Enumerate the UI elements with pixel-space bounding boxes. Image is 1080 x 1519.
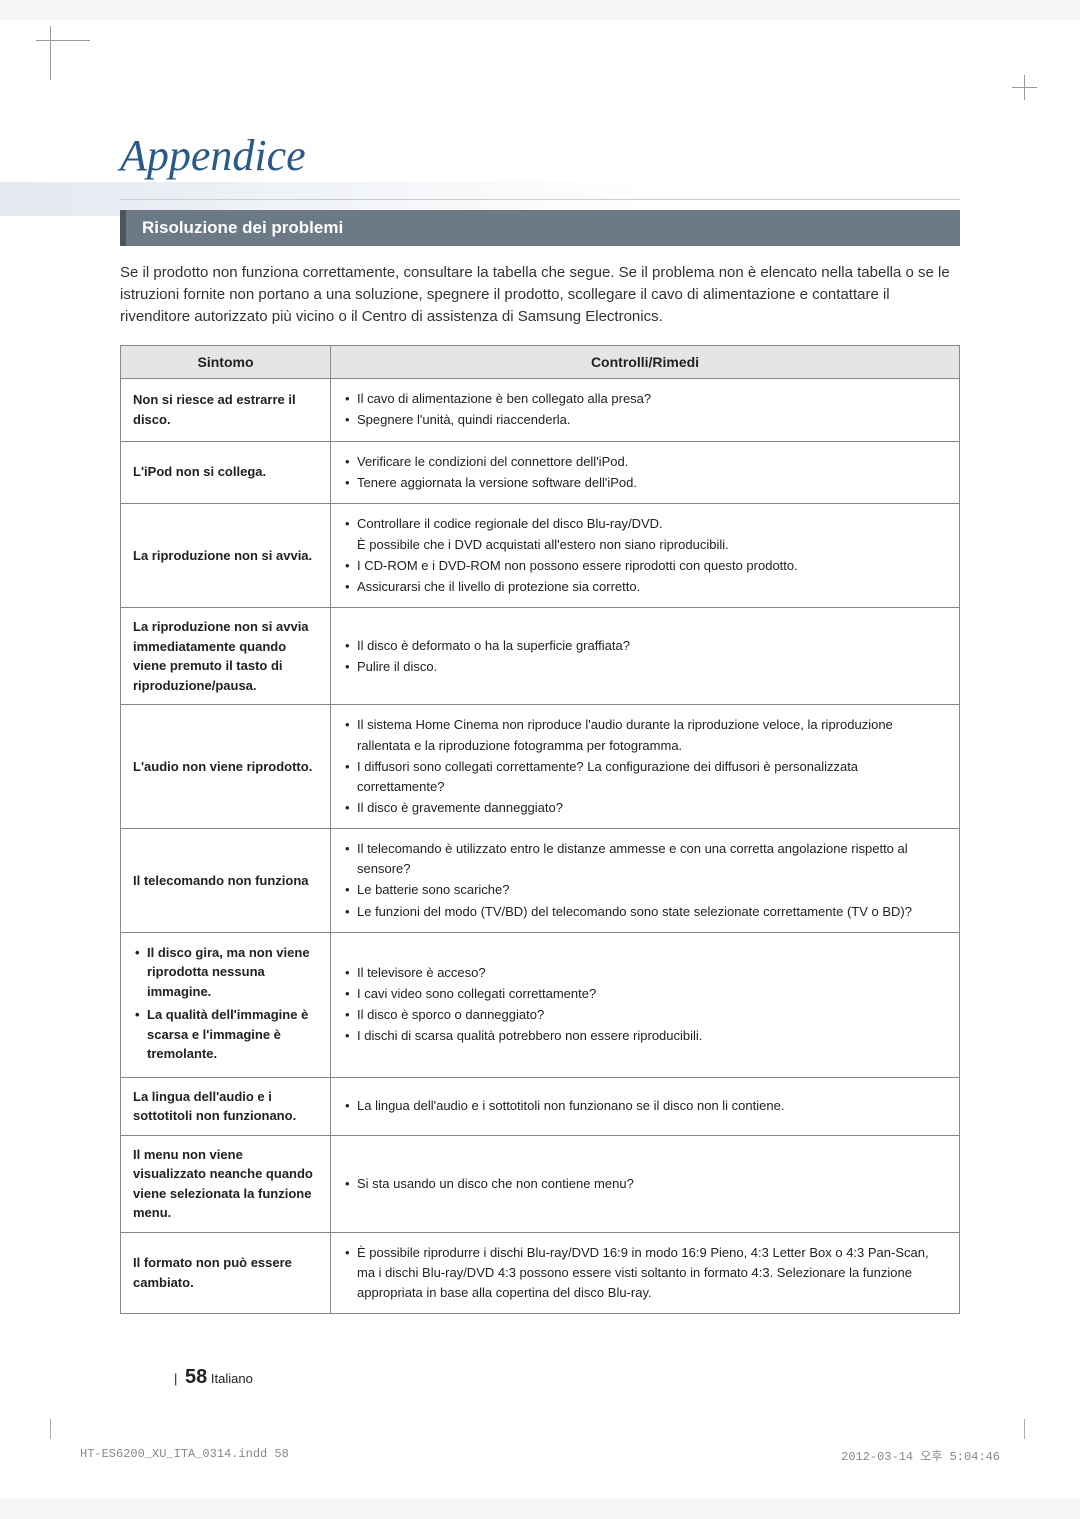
page: Appendice Risoluzione dei problemi Se il… xyxy=(0,20,1080,1499)
crop-mark xyxy=(50,40,90,80)
remedy-item: Il sistema Home Cinema non riproduce l'a… xyxy=(343,715,947,755)
remedy-cell: Verificare le condizioni del connettore … xyxy=(331,441,960,503)
remedy-item: Spegnere l'unità, quindi riaccenderla. xyxy=(343,410,947,430)
remedy-item: Le funzioni del modo (TV/BD) del telecom… xyxy=(343,902,947,922)
remedy-cell: La lingua dell'audio e i sottotitoli non… xyxy=(331,1077,960,1135)
remedy-item: Il cavo di alimentazione è ben collegato… xyxy=(343,389,947,409)
remedy-item: La lingua dell'audio e i sottotitoli non… xyxy=(343,1096,947,1116)
table-row: L'iPod non si collega. Verificare le cond… xyxy=(121,441,960,503)
troubleshooting-table: Sintomo Controlli/Rimedi Non si riesce a… xyxy=(120,345,960,1314)
table-row: La riproduzione non si avvia. Controllare… xyxy=(121,503,960,608)
remedy-item: È possibile che i DVD acquistati all'est… xyxy=(343,535,947,555)
remedy-item: I CD-ROM e i DVD-ROM non possono essere … xyxy=(343,556,947,576)
symptom-cell: La riproduzione non si avvia immediatame… xyxy=(121,608,331,705)
table-row: Non si riesce ad estrarre il disco. Il ca… xyxy=(121,379,960,441)
remedy-cell: Il sistema Home Cinema non riproduce l'a… xyxy=(331,705,960,829)
remedy-item: Il televisore è acceso? xyxy=(343,963,947,983)
remedy-item: I diffusori sono collegati correttamente… xyxy=(343,757,947,797)
remedy-item: Il disco è sporco o danneggiato? xyxy=(343,1005,947,1025)
header-symptom: Sintomo xyxy=(121,346,331,379)
remedy-cell: Il cavo di alimentazione è ben collegato… xyxy=(331,379,960,441)
symptom-cell: Non si riesce ad estrarre il disco. xyxy=(121,379,331,441)
footer-sep: | xyxy=(174,1371,177,1386)
remedy-item: Il disco è gravemente danneggiato? xyxy=(343,798,947,818)
table-row: Il telecomando non funziona Il telecomand… xyxy=(121,829,960,933)
symptom-cell: La riproduzione non si avvia. xyxy=(121,503,331,608)
page-title: Appendice xyxy=(120,130,960,181)
remedy-item: Si sta usando un disco che non contiene … xyxy=(343,1174,947,1194)
header-remedy: Controlli/Rimedi xyxy=(331,346,960,379)
table-header-row: Sintomo Controlli/Rimedi xyxy=(121,346,960,379)
symptom-cell: La lingua dell'audio e i sottotitoli non… xyxy=(121,1077,331,1135)
table-row: La riproduzione non si avvia immediatame… xyxy=(121,608,960,705)
footer-lang: Italiano xyxy=(211,1371,253,1386)
symptom-cell: Il telecomando non funziona xyxy=(121,829,331,933)
symptom-cell: L'audio non viene riprodotto. xyxy=(121,705,331,829)
remedy-item: Pulire il disco. xyxy=(343,657,947,677)
remedy-cell: Controllare il codice regionale del disc… xyxy=(331,503,960,608)
crop-mark xyxy=(985,75,1025,115)
print-footer: HT-ES6200_XU_ITA_0314.indd 58 2012-03-14… xyxy=(80,1447,1000,1464)
section-heading: Risoluzione dei problemi xyxy=(120,210,960,246)
print-date: 2012-03-14 오후 5:04:46 xyxy=(841,1447,1000,1464)
remedy-item: È possibile riprodurre i dischi Blu-ray/… xyxy=(343,1243,947,1303)
symptom-cell: L'iPod non si collega. xyxy=(121,441,331,503)
table-row: Il formato non può essere cambiato.È pos… xyxy=(121,1232,960,1313)
remedy-cell: Il telecomando è utilizzato entro le dis… xyxy=(331,829,960,933)
table-row: La lingua dell'audio e i sottotitoli non… xyxy=(121,1077,960,1135)
remedy-cell: È possibile riprodurre i dischi Blu-ray/… xyxy=(331,1232,960,1313)
symptom-cell: Il formato non può essere cambiato. xyxy=(121,1232,331,1313)
crop-mark xyxy=(1024,1419,1025,1439)
symptom-cell: Il menu non viene visualizzato neanche q… xyxy=(121,1135,331,1232)
remedy-cell: Si sta usando un disco che non contiene … xyxy=(331,1135,960,1232)
table-row: Il menu non viene visualizzato neanche q… xyxy=(121,1135,960,1232)
intro-text: Se il prodotto non funziona correttament… xyxy=(120,262,960,327)
remedy-item: Tenere aggiornata la versione software d… xyxy=(343,473,947,493)
symptom-item: La qualità dell'immagine è scarsa e l'im… xyxy=(133,1005,318,1064)
remedy-item: Assicurarsi che il livello di protezione… xyxy=(343,577,947,597)
crop-mark xyxy=(50,1419,51,1439)
remedy-item: Verificare le condizioni del connettore … xyxy=(343,452,947,472)
table-row: L'audio non viene riprodotto. Il sistema … xyxy=(121,705,960,829)
remedy-item: Il telecomando è utilizzato entro le dis… xyxy=(343,839,947,879)
remedy-item: Il disco è deformato o ha la superficie … xyxy=(343,636,947,656)
page-number: 58 xyxy=(185,1366,207,1388)
remedy-item: Controllare il codice regionale del disc… xyxy=(343,514,947,534)
symptom-item: Il disco gira, ma non viene riprodotta n… xyxy=(133,943,318,1002)
remedy-cell: Il televisore è acceso?I cavi video sono… xyxy=(331,932,960,1077)
content: Appendice Risoluzione dei problemi Se il… xyxy=(120,130,960,1314)
title-underline xyxy=(120,199,960,200)
remedy-item: I dischi di scarsa qualità potrebbero no… xyxy=(343,1026,947,1046)
remedy-cell: Il disco è deformato o ha la superficie … xyxy=(331,608,960,705)
remedy-item: Le batterie sono scariche? xyxy=(343,880,947,900)
remedy-item: I cavi video sono collegati correttament… xyxy=(343,984,947,1004)
table-row: Il disco gira, ma non viene riprodotta n… xyxy=(121,932,960,1077)
symptom-cell: Il disco gira, ma non viene riprodotta n… xyxy=(121,932,331,1077)
page-footer: | 58 Italiano xyxy=(170,1366,253,1389)
print-file: HT-ES6200_XU_ITA_0314.indd 58 xyxy=(80,1447,289,1464)
